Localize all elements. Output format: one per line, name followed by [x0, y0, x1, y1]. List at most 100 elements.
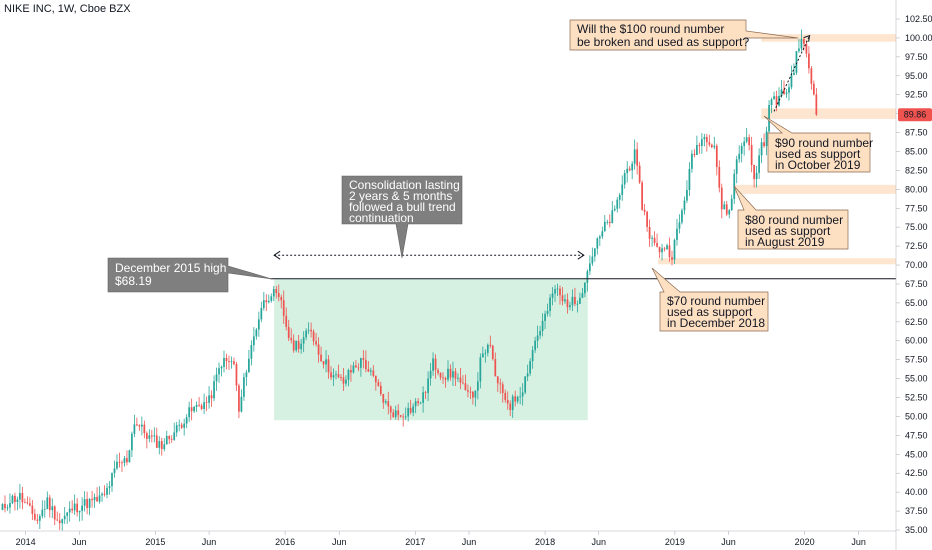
candle: [9, 493, 11, 514]
candle: [417, 398, 420, 407]
candle: [297, 334, 300, 353]
candle-body: [407, 407, 410, 417]
candle: [342, 368, 345, 391]
candle-body: [579, 297, 581, 304]
candle-body: [524, 376, 527, 393]
candle-body: [631, 163, 634, 171]
candle: [494, 352, 497, 377]
candle: [33, 508, 36, 521]
callout-round-70: $70 round number used as support in Dece…: [651, 267, 769, 332]
candle-body: [101, 493, 103, 496]
candle: [61, 518, 64, 531]
candle-body: [245, 372, 248, 378]
candle-body: [307, 329, 310, 331]
candle: [68, 501, 71, 522]
candle: [775, 90, 778, 112]
candle-body: [678, 222, 681, 229]
candle: [26, 496, 29, 505]
candle-body: [19, 493, 21, 500]
candle-body: [367, 369, 370, 372]
candle-body: [372, 370, 375, 376]
candle-body: [626, 168, 629, 174]
candle: [738, 145, 741, 163]
candle: [631, 161, 634, 180]
candle-body: [203, 402, 205, 409]
candle: [188, 401, 191, 423]
candle: [66, 512, 69, 524]
candle: [409, 399, 412, 415]
candle: [387, 391, 390, 415]
candle: [636, 142, 639, 175]
candle-body: [770, 99, 773, 106]
candle-body: [596, 238, 599, 249]
candle-body: [158, 441, 161, 448]
target-arrow-head: [803, 34, 811, 42]
candle: [419, 401, 422, 405]
candle: [250, 340, 253, 366]
candle-body: [267, 300, 270, 303]
candle-body: [26, 502, 29, 504]
candle-body: [173, 432, 176, 440]
candle-body: [735, 159, 738, 174]
candle-body: [464, 383, 467, 391]
candle: [432, 352, 434, 376]
candle: [260, 301, 263, 323]
candle-body: [748, 137, 751, 146]
price-tick-label: 85.00: [905, 146, 928, 156]
candle-body: [260, 307, 263, 320]
price-tick-label: 57.50: [905, 355, 928, 365]
candle-body: [41, 509, 44, 517]
candle-body: [58, 520, 61, 524]
candle: [364, 350, 367, 373]
candle: [623, 169, 626, 189]
candle-body: [462, 382, 464, 384]
candle-body: [98, 495, 101, 502]
candle: [287, 319, 290, 341]
candle: [223, 350, 225, 373]
candle: [603, 215, 606, 232]
candle: [481, 346, 484, 358]
candle-body: [606, 221, 609, 223]
candle-body: [131, 433, 133, 451]
candle-body: [397, 410, 400, 416]
ticker-label: NIKE INC, 1W, Cboe BZX: [4, 3, 131, 15]
candle: [668, 237, 671, 262]
candle: [676, 218, 678, 246]
candle-body: [14, 495, 16, 502]
time-tick-label: 2019: [665, 537, 685, 547]
candle: [628, 166, 631, 172]
candle-body: [795, 51, 798, 73]
candle: [190, 398, 193, 421]
candle: [658, 246, 661, 259]
candle: [165, 430, 168, 445]
candle-body: [121, 462, 123, 464]
candle: [4, 495, 6, 513]
candle: [613, 205, 616, 212]
candle-body: [506, 400, 509, 404]
candle: [467, 384, 469, 398]
price-tick-label: 47.50: [905, 430, 928, 440]
candle-body: [312, 331, 315, 342]
candle-body: [673, 239, 676, 260]
price-axis[interactable]: 35.00 37.50 40.00 42.50 45.00 47.50 50.00 52.50…: [896, 14, 932, 535]
candle: [208, 386, 210, 409]
candle: [372, 365, 375, 378]
time-tick-label: 2020: [795, 537, 815, 547]
candle-body: [546, 310, 549, 314]
range-arrow-head-left: [273, 250, 281, 260]
range-arrow-head-right: [577, 250, 585, 260]
candle: [638, 161, 641, 184]
candle-body: [452, 371, 454, 378]
candle-body: [394, 410, 397, 417]
candle: [812, 80, 815, 96]
price-tick-label: 72.50: [905, 241, 928, 251]
candle: [198, 397, 200, 408]
candle-body: [803, 39, 805, 44]
candle-body: [486, 344, 489, 353]
time-axis[interactable]: 2014 Jun 2015 Jun 2016 Jun 2017 Jun 2018 Jun 2019 J…: [16, 531, 866, 547]
candle-body: [541, 320, 544, 332]
price-tick-label: 37.50: [905, 506, 928, 516]
candle: [317, 337, 320, 363]
candle: [626, 161, 629, 183]
